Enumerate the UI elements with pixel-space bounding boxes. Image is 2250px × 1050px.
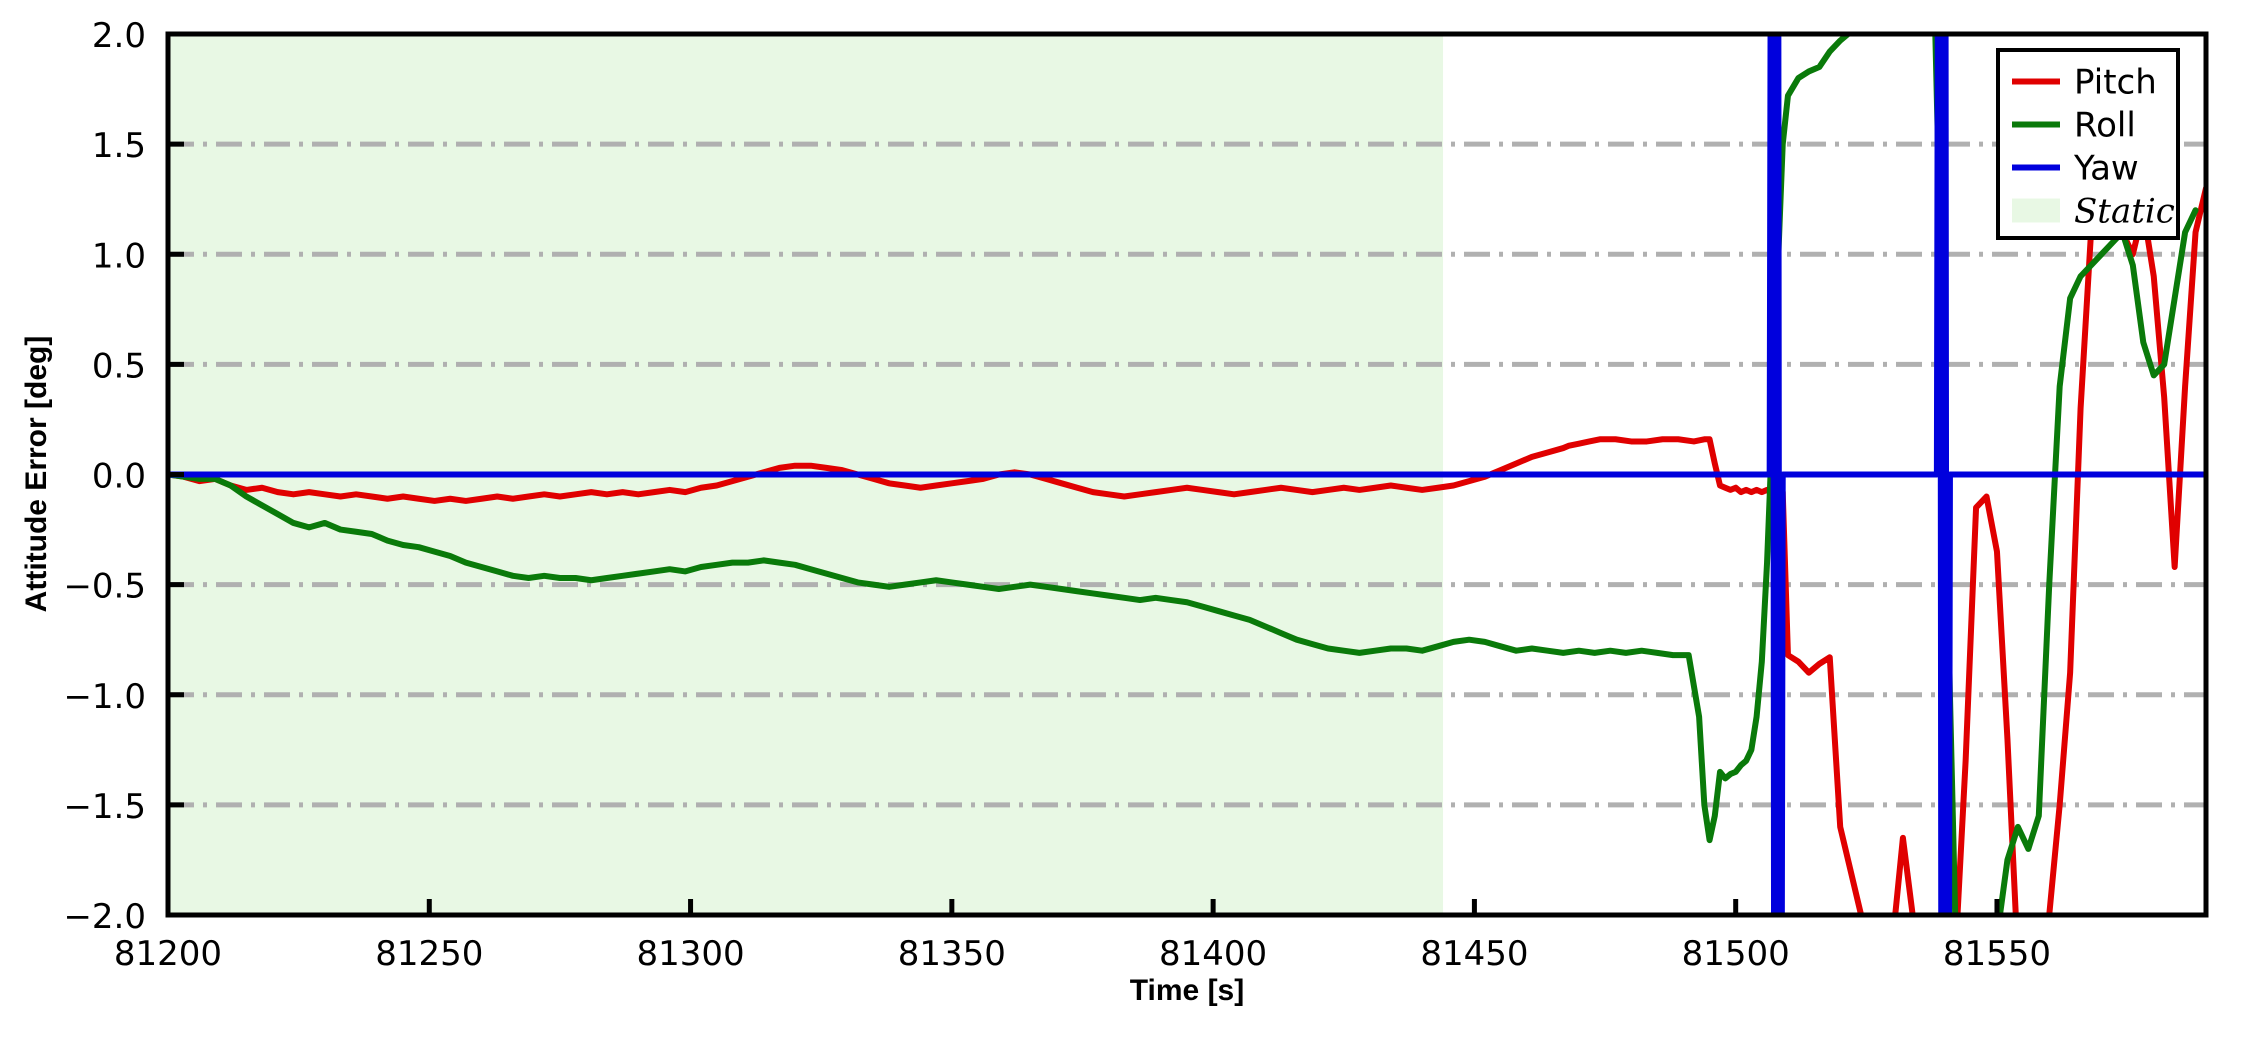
series-line-yaw [168, 34, 2206, 915]
y-tick-label-8: 2.0 [92, 16, 146, 56]
y-tick-label-group: −2.0 −1.5 −1.0 −0.5 0.0 0.5 1.0 1.5 2.0 [63, 16, 146, 937]
x-tick-label-1: 81250 [375, 934, 483, 974]
data-series-group [168, 34, 2206, 915]
series-line-pitch [168, 174, 2206, 915]
x-axis-label: Time [s] [1130, 974, 1244, 1007]
legend-label-static: Static [2074, 192, 2175, 232]
tick-mark-group [165, 31, 2000, 918]
y-tick-label-5: 0.5 [92, 346, 146, 386]
y-tick-label-6: 1.0 [92, 236, 146, 276]
y-tick-label-4: 0.0 [92, 457, 146, 497]
x-tick-label-7: 81550 [1943, 934, 2051, 974]
x-tick-label-group: 81200 81250 81300 81350 81400 81450 81500 81550 [114, 934, 2051, 974]
legend-label-roll: Roll [2074, 106, 2136, 146]
x-tick-label-5: 81450 [1420, 934, 1528, 974]
y-tick-label-1: −1.5 [63, 787, 146, 827]
x-tick-label-4: 81400 [1159, 934, 1267, 974]
y-tick-label-3: −0.5 [63, 567, 146, 607]
x-tick-label-3: 81350 [898, 934, 1006, 974]
legend-label-yaw: Yaw [2073, 149, 2139, 189]
x-tick-label-6: 81500 [1682, 934, 1790, 974]
x-tick-label-0: 81200 [114, 934, 222, 974]
x-tick-label-2: 81300 [636, 934, 744, 974]
y-tick-label-2: −1.0 [63, 677, 146, 717]
y-axis-label: Attitude Error [deg] [20, 336, 53, 613]
y-tick-label-7: 1.5 [92, 126, 146, 166]
legend-label-pitch: Pitch [2074, 63, 2157, 103]
y-tick-label-0: −2.0 [63, 897, 146, 937]
legend-swatch-static [2012, 198, 2060, 223]
